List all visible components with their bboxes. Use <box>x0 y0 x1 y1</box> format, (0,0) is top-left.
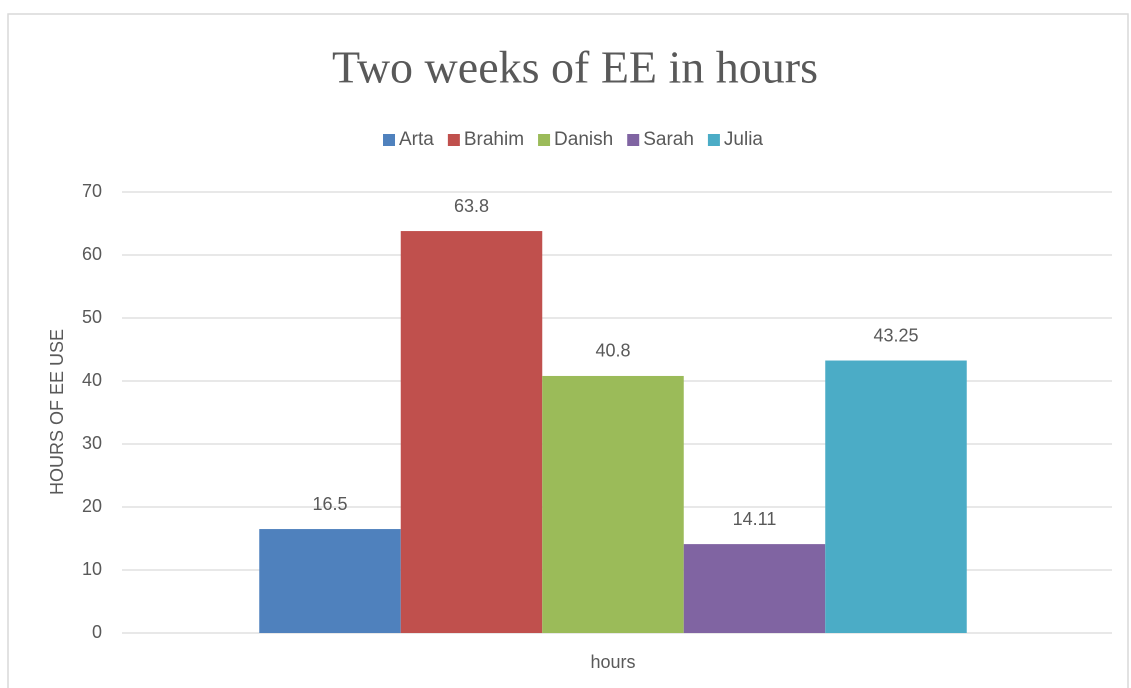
y-tick-label: 30 <box>82 433 102 453</box>
legend-label: Julia <box>724 129 764 150</box>
chart-title: Two weeks of EE in hours <box>332 42 818 93</box>
legend-swatch <box>707 134 720 146</box>
y-tick-label: 10 <box>82 559 102 579</box>
legend-label: Sarah <box>643 129 694 150</box>
data-label: 63.8 <box>454 196 489 216</box>
bar <box>542 375 684 633</box>
legend-label: Arta <box>399 129 434 150</box>
legend-swatch <box>383 134 396 146</box>
legend-swatch <box>447 134 460 146</box>
x-tick-label: hours <box>590 652 635 672</box>
y-axis-label: HOURS OF EE USE <box>47 329 67 495</box>
legend-label: Danish <box>554 129 613 150</box>
y-tick-label: 0 <box>92 622 102 642</box>
y-tick-label: 20 <box>82 496 102 516</box>
legend-swatch <box>627 134 640 146</box>
bar <box>825 360 967 633</box>
data-label: 43.25 <box>873 325 918 345</box>
bar <box>400 231 543 633</box>
data-label: 14.11 <box>733 509 777 529</box>
y-tick-label: 40 <box>82 370 102 390</box>
data-label: 16.5 <box>312 494 347 514</box>
legend-swatch <box>538 134 551 146</box>
bar <box>683 544 826 633</box>
legend-label: Brahim <box>464 129 524 150</box>
data-label: 40.8 <box>595 341 630 361</box>
y-tick-label: 60 <box>82 244 102 264</box>
bar <box>259 529 401 633</box>
y-tick-label: 50 <box>82 307 102 327</box>
y-tick-label: 70 <box>82 181 102 201</box>
